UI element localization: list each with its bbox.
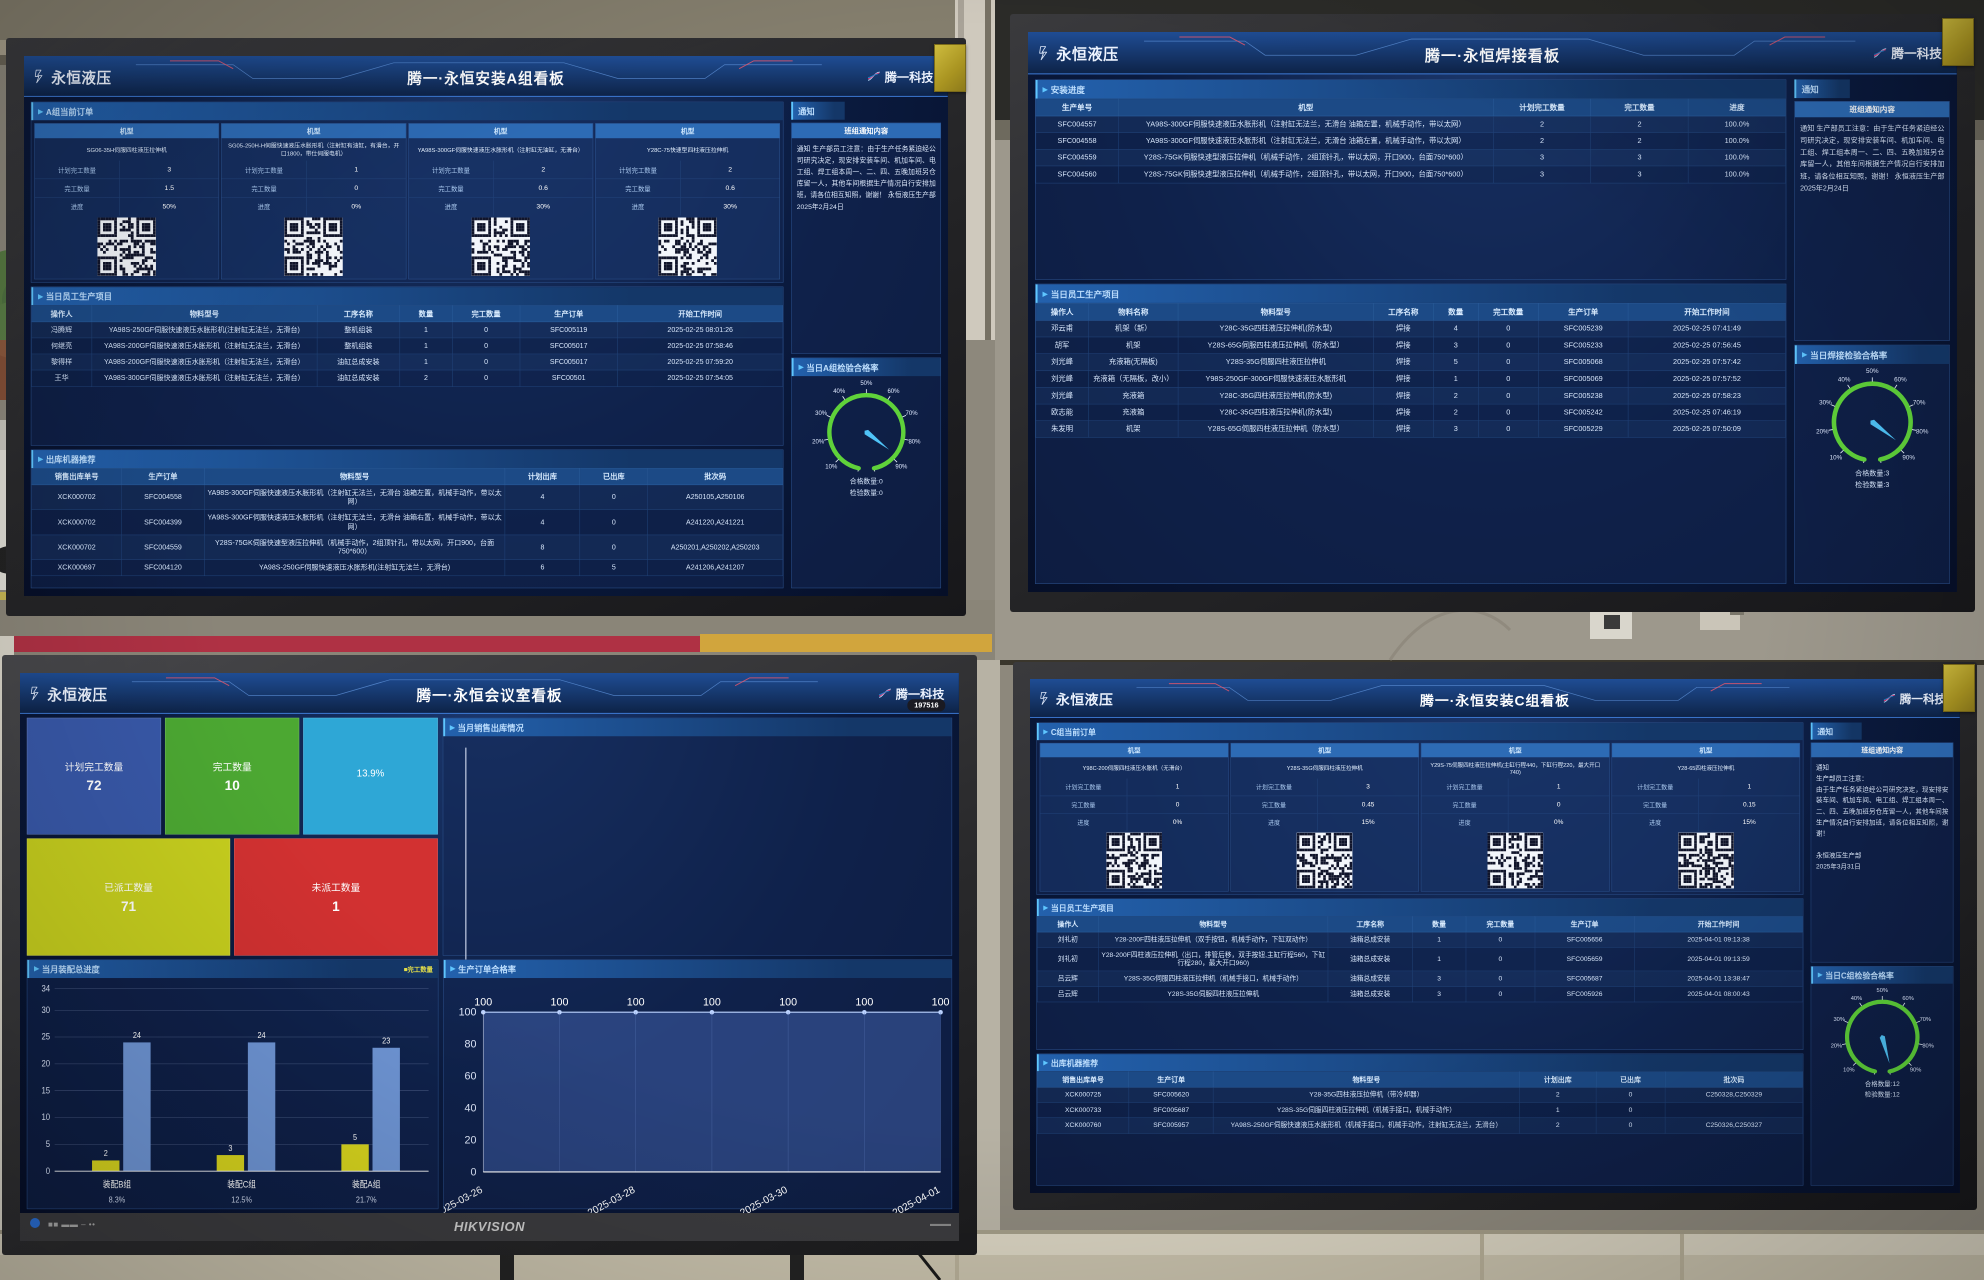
svg-text:0: 0 xyxy=(46,1165,51,1176)
svg-text:60: 60 xyxy=(464,1070,476,1082)
svg-text:25: 25 xyxy=(41,1031,50,1042)
svg-text:24: 24 xyxy=(133,1030,142,1040)
svg-text:100: 100 xyxy=(703,996,721,1008)
svg-text:2025-03-28: 2025-03-28 xyxy=(586,1185,637,1213)
svg-text:2025-03-26: 2025-03-26 xyxy=(444,1185,485,1213)
svg-text:60%: 60% xyxy=(887,389,900,395)
svg-text:装配B组: 装配B组 xyxy=(103,1179,132,1190)
svg-text:24: 24 xyxy=(257,1030,266,1040)
svg-text:20%: 20% xyxy=(1831,1043,1842,1049)
svg-text:60%: 60% xyxy=(1902,996,1913,1002)
svg-text:90%: 90% xyxy=(1910,1067,1921,1073)
svg-text:装配C组: 装配C组 xyxy=(227,1179,256,1190)
svg-text:34: 34 xyxy=(41,983,50,994)
svg-text:12.5%: 12.5% xyxy=(231,1195,252,1205)
svg-text:5: 5 xyxy=(353,1132,358,1142)
svg-text:2025-04-01: 2025-04-01 xyxy=(891,1185,942,1213)
svg-text:50%: 50% xyxy=(860,381,873,387)
svg-text:60%: 60% xyxy=(1894,376,1907,383)
svg-text:10%: 10% xyxy=(1843,1067,1854,1073)
svg-text:10%: 10% xyxy=(825,464,838,470)
svg-text:100: 100 xyxy=(779,996,797,1008)
svg-text:100: 100 xyxy=(931,996,949,1008)
svg-text:50%: 50% xyxy=(1876,988,1887,994)
svg-text:40%: 40% xyxy=(1851,996,1862,1002)
svg-text:3: 3 xyxy=(228,1143,233,1153)
svg-text:40: 40 xyxy=(464,1102,476,1114)
svg-text:2: 2 xyxy=(104,1149,109,1159)
svg-text:30%: 30% xyxy=(1819,399,1832,406)
svg-text:30: 30 xyxy=(41,1004,50,1015)
svg-text:20: 20 xyxy=(41,1058,50,1069)
svg-text:2025-03-30: 2025-03-30 xyxy=(738,1185,789,1213)
svg-text:100: 100 xyxy=(550,996,568,1008)
svg-text:20: 20 xyxy=(464,1134,476,1146)
svg-text:40%: 40% xyxy=(1838,376,1851,383)
svg-text:10: 10 xyxy=(41,1111,50,1122)
svg-text:80%: 80% xyxy=(908,439,921,445)
svg-text:100: 100 xyxy=(627,996,645,1008)
svg-text:70%: 70% xyxy=(1920,1017,1931,1023)
svg-text:80%: 80% xyxy=(1922,1043,1933,1049)
svg-text:装配A组: 装配A组 xyxy=(352,1179,381,1190)
svg-text:10%: 10% xyxy=(1830,454,1843,461)
svg-text:30%: 30% xyxy=(1833,1017,1844,1023)
svg-text:80%: 80% xyxy=(1916,428,1929,435)
svg-text:8.3%: 8.3% xyxy=(109,1195,126,1205)
svg-text:0: 0 xyxy=(470,1166,476,1178)
svg-text:90%: 90% xyxy=(1902,454,1915,461)
svg-text:90%: 90% xyxy=(895,464,908,470)
svg-text:50%: 50% xyxy=(1866,368,1879,375)
svg-text:80: 80 xyxy=(464,1038,476,1050)
svg-text:100: 100 xyxy=(855,996,873,1008)
svg-text:15: 15 xyxy=(41,1085,50,1096)
svg-text:70%: 70% xyxy=(1913,399,1926,406)
svg-text:40%: 40% xyxy=(833,389,846,395)
svg-text:20%: 20% xyxy=(812,439,825,445)
svg-text:23: 23 xyxy=(382,1036,391,1046)
svg-text:21.7%: 21.7% xyxy=(356,1195,377,1205)
svg-text:30%: 30% xyxy=(815,411,828,417)
svg-text:5: 5 xyxy=(46,1138,51,1149)
svg-text:70%: 70% xyxy=(905,411,918,417)
svg-text:100: 100 xyxy=(458,1007,476,1019)
svg-text:20%: 20% xyxy=(1816,428,1829,435)
svg-text:100: 100 xyxy=(474,996,492,1008)
